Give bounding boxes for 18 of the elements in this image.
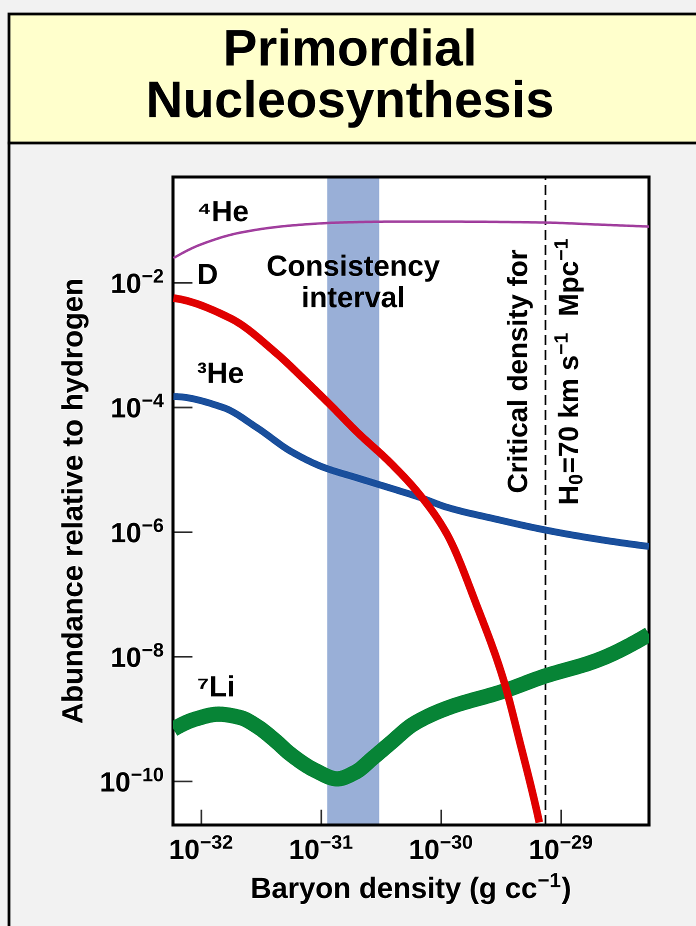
ref-line-label: Critical density for H$_{0}$=70 km s$^{−1}$ Mpc$^{−1}$: [506, 239, 584, 504]
x-tick-label: 10$^{−29}$: [530, 835, 592, 860]
x-tick-label: 10$^{−32}$: [170, 835, 232, 860]
series-label: ⁷Li: [198, 675, 233, 696]
y-tick-label: 10$^{−2}$: [112, 269, 164, 294]
series-label: D: [199, 264, 217, 284]
x-tick-label: 10$^{−31}$: [290, 835, 352, 860]
y-tick-label: 10$^{−4}$: [112, 394, 164, 418]
y-tick-label: 10$^{−8}$: [112, 642, 164, 668]
y-axis-title: Abundance relative to hydrogen: [61, 280, 89, 724]
y-tick-label: 10$^{−6}$: [112, 518, 164, 542]
x-tick-label: 10$^{−30}$: [410, 835, 472, 860]
x-axis-title: Baryon density (g cc$^{−1}$): [252, 873, 570, 904]
series-label: ⁴He: [198, 201, 248, 222]
band-label: Consistency interval: [268, 254, 440, 308]
y-tick-label: 10$^{−10}$: [101, 768, 164, 792]
series-label: ³He: [198, 362, 244, 384]
chart-title: Primordial Nucleosynthesis: [149, 28, 552, 128]
